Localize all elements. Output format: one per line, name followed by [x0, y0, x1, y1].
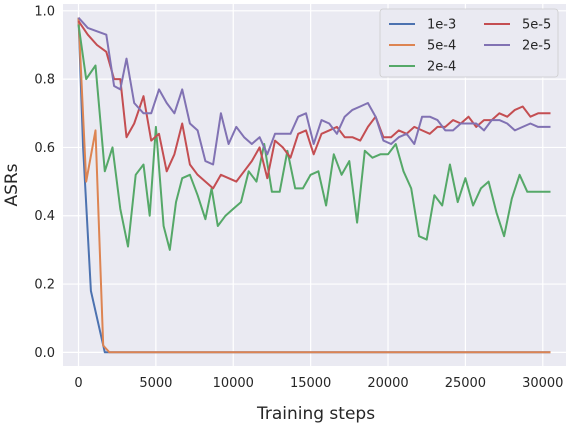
y-tick-label: 0.0 [34, 346, 55, 361]
y-axis-label: ASRs [2, 163, 22, 206]
x-tick-label: 10000 [213, 376, 254, 391]
legend-label: 2e-4 [427, 60, 456, 75]
series-line-5e-4 [77, 17, 551, 354]
y-tick-label: 0.4 [34, 209, 55, 224]
x-tick-label: 5000 [139, 376, 172, 391]
y-tick-label: 1.0 [34, 4, 55, 19]
series-line-5e-5 [77, 20, 551, 190]
legend-label: 5e-5 [522, 18, 551, 33]
y-tick-label: 0.2 [34, 278, 55, 293]
tick-labels: 0 5000 10000 15000 20000 25000 30000 0.0 0.2 0.4 0… [34, 4, 563, 391]
legend-box [379, 8, 559, 78]
x-tick-label: 30000 [522, 376, 563, 391]
x-tick-label: 25000 [445, 376, 486, 391]
x-tick-label: 20000 [367, 376, 408, 391]
legend-label: 1e-3 [427, 18, 456, 33]
series-lines [77, 17, 551, 354]
series-line-2e-5 [77, 17, 551, 166]
legend-label: 5e-4 [427, 39, 456, 54]
x-axis-label: Training steps [256, 404, 375, 424]
legend: 1e-3 5e-4 2e-4 5e-5 2e-5 [379, 8, 559, 78]
x-tick-label: 0 [74, 376, 82, 391]
y-tick-label: 0.8 [34, 73, 55, 88]
series-line-2e-4 [77, 24, 551, 251]
legend-label: 2e-5 [522, 39, 551, 54]
y-tick-label: 0.6 [34, 141, 55, 156]
x-tick-label: 15000 [290, 376, 331, 391]
